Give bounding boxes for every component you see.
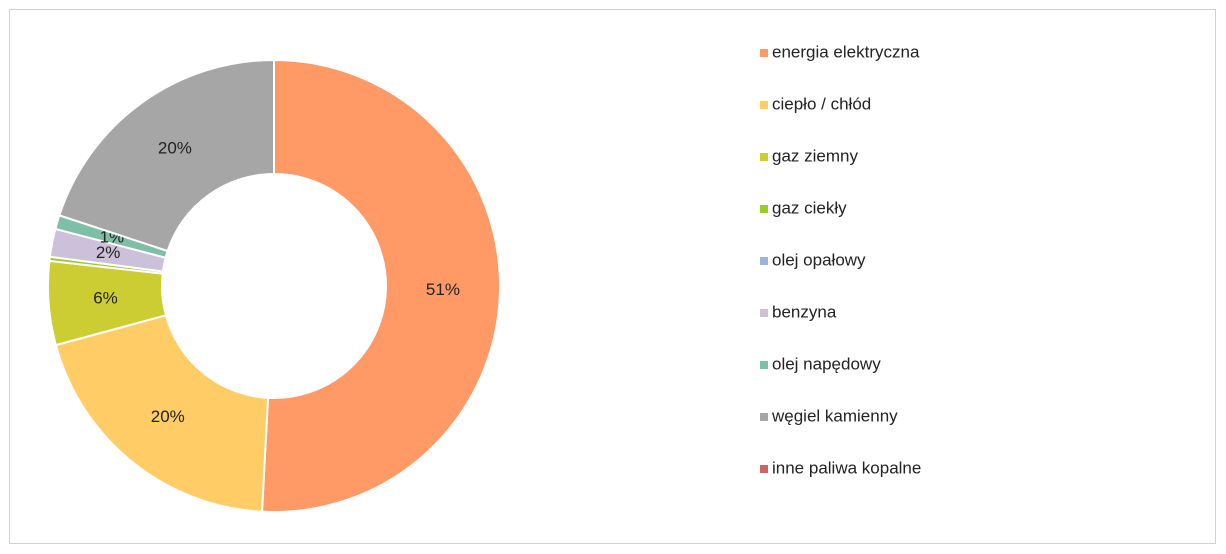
legend-swatch — [760, 101, 768, 109]
legend-label: benzyna — [772, 302, 837, 321]
legend-label: gaz ziemny — [772, 146, 858, 165]
legend-swatch — [760, 361, 768, 369]
legend-label: ciepło / chłód — [772, 94, 871, 113]
data-label: 6% — [93, 288, 118, 307]
legend-swatch — [760, 49, 768, 57]
legend-label: olej napędowy — [772, 354, 881, 373]
legend-label: olej opałowy — [772, 250, 866, 269]
legend-swatch — [760, 309, 768, 317]
legend-label: inne paliwa kopalne — [772, 458, 921, 477]
data-label: 51% — [426, 280, 460, 299]
legend-label: energia elektryczna — [772, 42, 920, 61]
donut-slice — [260, 58, 501, 513]
legend-swatch — [760, 413, 768, 421]
data-label: 2% — [96, 243, 121, 262]
legend-swatch — [760, 205, 768, 213]
legend-swatch — [760, 153, 768, 161]
donut-slice — [58, 58, 275, 253]
legend-label: gaz ciekły — [772, 198, 847, 217]
legend-swatch — [760, 257, 768, 265]
legend-label: węgiel kamienny — [771, 406, 898, 425]
data-label: 20% — [158, 139, 192, 158]
legend-swatch — [760, 465, 768, 473]
data-label: 20% — [151, 407, 185, 426]
donut-slice — [54, 314, 270, 513]
